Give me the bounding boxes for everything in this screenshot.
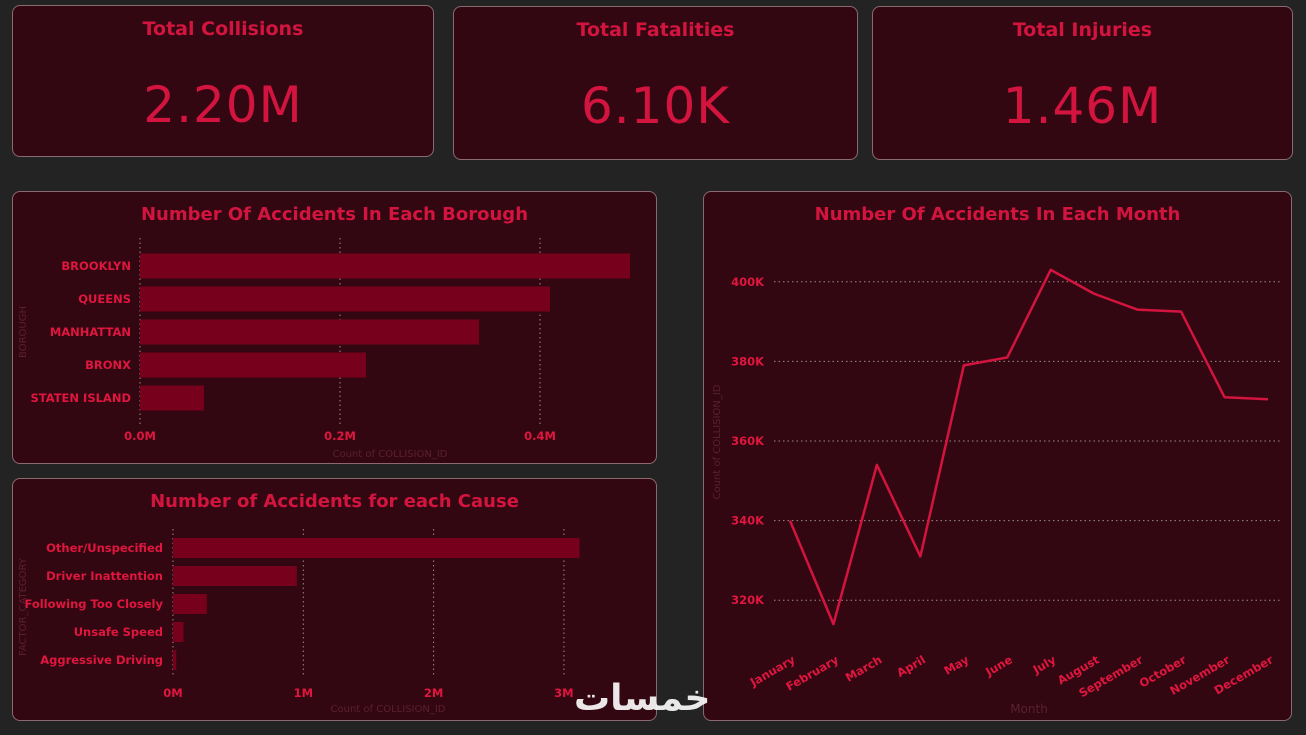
x-tick-label: 1M xyxy=(294,686,313,700)
category-label: Aggressive Driving xyxy=(40,653,163,667)
category-label: Unsafe Speed xyxy=(74,625,163,639)
bar xyxy=(140,352,366,378)
x-tick-label: June xyxy=(982,652,1015,679)
kpi-value: 6.10K xyxy=(580,77,731,135)
borough-chart-card: Number Of Accidents In Each Borough 0.0M… xyxy=(12,191,657,464)
chart-title: Number Of Accidents In Each Month xyxy=(814,204,1181,225)
kpi-value: 2.20M xyxy=(143,76,303,134)
bar xyxy=(173,538,580,558)
x-tick-label: 0.0M xyxy=(124,429,156,443)
borough-bar-chart: 0.0M 0.2M 0.4M BROOKLYN QUEENS MANHATTAN BRONX… xyxy=(18,238,630,460)
category-label: BROOKLYN xyxy=(61,259,131,273)
x-tick-label: May xyxy=(941,652,971,678)
category-label: Other/Unspecified xyxy=(46,541,163,555)
chart-title: Number Of Accidents In Each Borough xyxy=(140,204,529,225)
x-tick-label: 0M xyxy=(163,686,182,700)
category-label: STATEN ISLAND xyxy=(30,391,131,405)
category-label: Following Too Closely xyxy=(24,597,163,611)
kpi-value: 1.46M xyxy=(1002,77,1163,135)
y-tick-label: 340K xyxy=(731,514,765,528)
series-line xyxy=(788,268,1269,626)
kpi-card-fatalities: Total Fatalities 6.10K xyxy=(453,6,858,160)
bar xyxy=(140,385,204,411)
kpi-title: Total Injuries xyxy=(1012,19,1153,41)
bar xyxy=(173,622,184,642)
x-tick-label: July xyxy=(1030,652,1059,677)
bar xyxy=(140,319,479,345)
kpi-title: Total Collisions xyxy=(142,18,304,40)
bar xyxy=(173,566,297,586)
x-tick-label: 2M xyxy=(424,686,443,700)
y-axis-title: BOROUGH xyxy=(18,306,29,358)
x-tick-label: 3M xyxy=(554,686,573,700)
category-label: QUEENS xyxy=(78,292,131,306)
y-tick-label: 400K xyxy=(731,275,765,289)
category-label: Driver Inattention xyxy=(46,569,163,583)
cause-chart-card: Number of Accidents for each Cause 0M 1M 2… xyxy=(12,478,657,721)
kpi-card-collisions: Total Collisions 2.20M xyxy=(12,5,434,157)
x-tick-label: 0.2M xyxy=(324,429,356,443)
y-tick-label: 320K xyxy=(731,593,765,607)
y-axis-title: FACTOR_CATEGORY xyxy=(18,557,29,656)
bar xyxy=(173,650,177,670)
month-chart-card: Number Of Accidents In Each Month 320K 34… xyxy=(703,191,1292,721)
bar xyxy=(140,286,550,312)
y-tick-label: 360K xyxy=(731,434,765,448)
x-axis-title: Count of COLLISION_ID xyxy=(333,449,448,460)
x-axis-title: Count of COLLISION_ID xyxy=(331,704,446,715)
x-axis-title: Month xyxy=(1010,702,1048,716)
y-axis-title: Count of COLLISION_ID xyxy=(712,384,723,499)
watermark-logo: خمسات xyxy=(574,678,711,719)
chart-title: Number of Accidents for each Cause xyxy=(150,491,519,512)
bar xyxy=(140,253,630,279)
cause-bar-chart: 0M 1M 2M 3M Other/Unspecified Driver Inattent… xyxy=(18,529,580,715)
kpi-card-injuries: Total Injuries 1.46M xyxy=(872,6,1293,160)
x-tick-label: March xyxy=(843,652,885,684)
y-tick-label: 380K xyxy=(731,354,765,368)
category-label: MANHATTAN xyxy=(50,325,131,339)
bar xyxy=(173,594,207,614)
x-tick-label: 0.4M xyxy=(524,429,556,443)
kpi-title: Total Fatalities xyxy=(576,19,735,41)
x-tick-label: April xyxy=(894,652,928,679)
category-label: BRONX xyxy=(85,358,131,372)
